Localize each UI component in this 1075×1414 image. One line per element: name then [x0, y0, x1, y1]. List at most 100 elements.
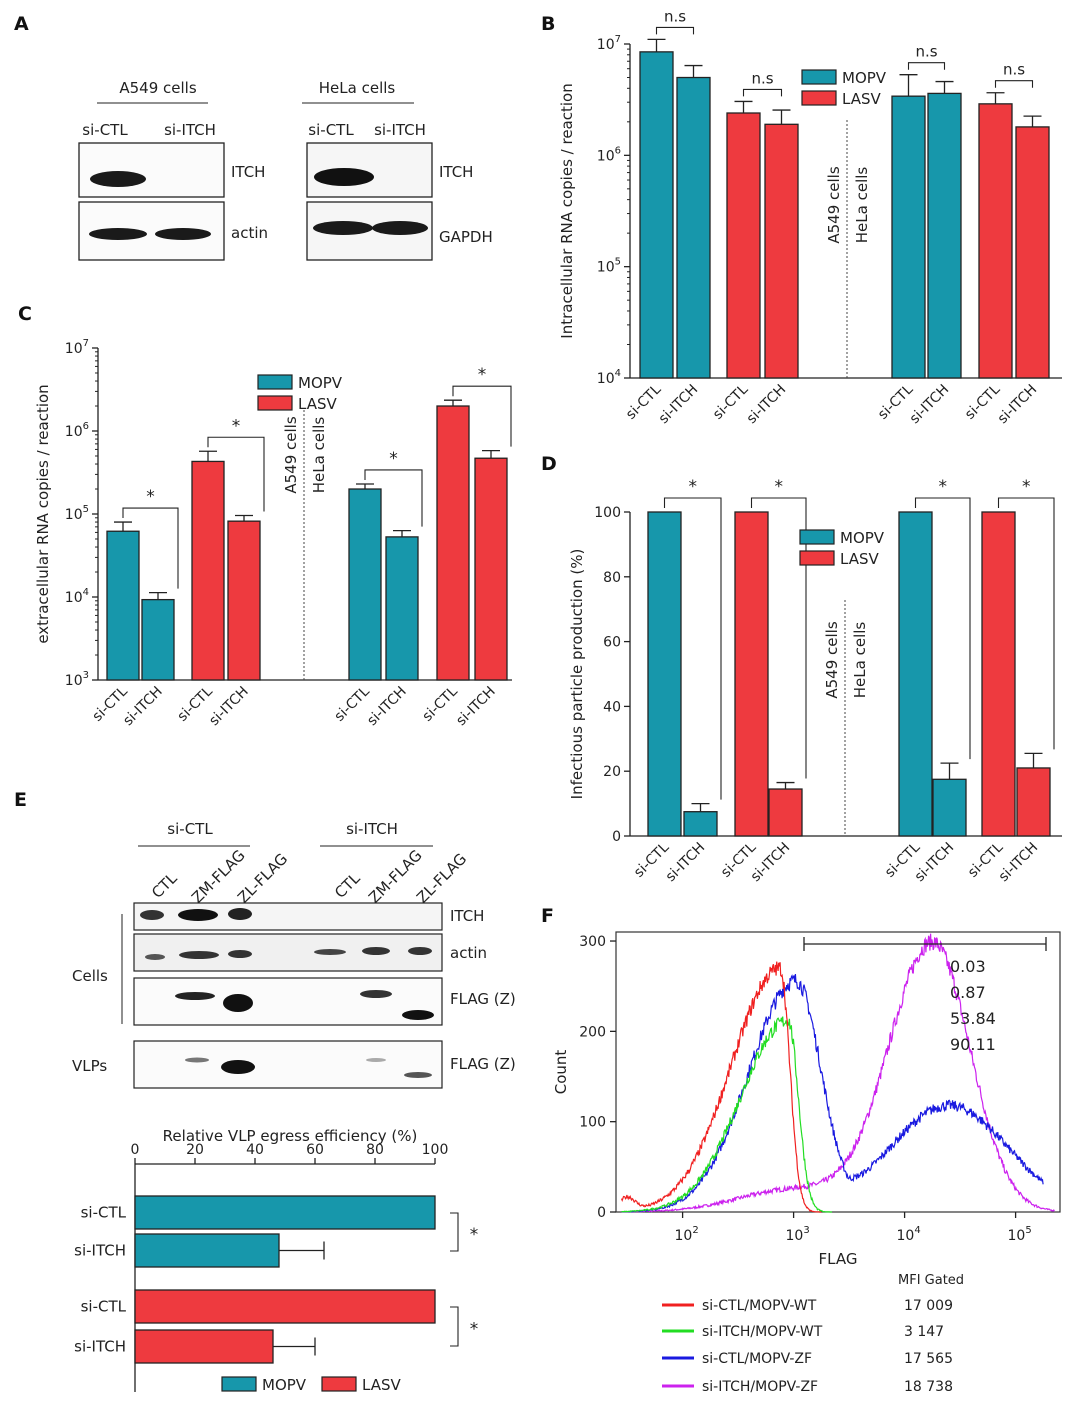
comparison-bracket — [450, 1212, 459, 1252]
panel-c-chart: 103 104 105 106 107 extracellular RNA copies … — [34, 338, 512, 729]
e-bar-label: si-ITCH — [74, 1242, 126, 1260]
cell-label-hela: HeLa cells — [310, 417, 328, 494]
comparison-bracket — [207, 436, 265, 512]
e-lane-4: CTL — [331, 869, 364, 902]
legend-swatch-mopv — [801, 69, 837, 85]
bar-lasv — [474, 457, 508, 681]
bar-lasv — [768, 788, 803, 837]
comparison-label: n.s — [751, 69, 773, 87]
comparison-label: n.s — [664, 7, 686, 25]
comparison-label: * — [389, 449, 398, 469]
comparison-bracket — [452, 385, 512, 447]
bar-lasv — [981, 511, 1016, 837]
bar-lasv — [1015, 126, 1050, 379]
legend-label-lasv: LASV — [842, 90, 881, 108]
bar-lasv — [734, 511, 769, 837]
x-tick-label: si-ITCH — [995, 382, 1041, 428]
bar-lasv — [978, 103, 1013, 379]
e-group-si-itch: si-ITCH — [346, 820, 398, 838]
panel-d-chart: 0 20 40 60 80 100 Infectious particle producti… — [568, 477, 1062, 885]
panel-b-chart: 104 105 106 107 Intracellular RNA copies / r… — [558, 7, 1062, 427]
y-axis-label: extracellular RNA copies / reaction — [34, 384, 52, 643]
panel-letter-c: C — [18, 303, 32, 325]
cell-label-a549: A549 cells — [282, 416, 300, 493]
e-row-itch: ITCH — [450, 907, 484, 925]
cell-label-a549: A549 cells — [823, 621, 841, 698]
comparison-bracket — [907, 62, 946, 70]
bar-mopv — [141, 598, 175, 681]
e-band — [223, 994, 253, 1012]
comparison-bracket — [997, 497, 1055, 750]
y-tick-label: 300 — [579, 934, 606, 950]
y-tick-label: 0 — [597, 1205, 606, 1221]
legend-label-mopv: MOPV — [298, 374, 343, 392]
bar-lasv — [134, 1289, 436, 1324]
y-tick-label: 107 — [65, 338, 89, 357]
legend-label-mopv: MOPV — [842, 69, 887, 87]
x-tick-label: si-ITCH — [206, 684, 252, 730]
panel-e: si-CTL si-ITCH CTL ZM-FLAG ZL-FLAG CTL Z… — [72, 820, 516, 1089]
y-axis-label: Intracellular RNA copies / reaction — [558, 83, 576, 338]
bar-mopv — [932, 778, 967, 837]
comparison-label: * — [478, 365, 487, 385]
mfi-legend-value: 17 565 — [904, 1351, 953, 1367]
y-axis-label: Infectious particle production (%) — [568, 549, 586, 800]
mfi-legend-value: 18 738 — [904, 1379, 953, 1395]
bar-mopv — [927, 92, 962, 379]
x-tick-label: si-ITCH — [996, 840, 1042, 886]
x-tick-label: 40 — [246, 1142, 264, 1158]
e-band — [185, 1057, 209, 1063]
x-tick-label: si-ITCH — [120, 684, 166, 730]
e-band — [140, 910, 164, 920]
blot-a549-row-itch: ITCH — [231, 163, 265, 181]
histogram-si-ctl-mopv-zf — [621, 973, 1044, 1213]
y-tick-label: 100 — [579, 1115, 606, 1131]
mfi-legend-name: si-CTL/MOPV-WT — [702, 1298, 817, 1314]
y-tick-label: 100 — [594, 505, 621, 521]
legend-label-mopv: MOPV — [262, 1376, 307, 1394]
y-tick-label: 105 — [597, 257, 621, 276]
comparison-label: * — [689, 477, 698, 497]
comparison-label: * — [146, 487, 155, 507]
e-bar-label: si-CTL — [81, 1204, 127, 1222]
e-band — [228, 908, 252, 920]
comparison-bracket — [122, 507, 179, 589]
panel-letter-a: A — [14, 13, 29, 35]
mfi-legend-value: 3 147 — [904, 1324, 944, 1340]
mfi-legend-name: si-CTL/MOPV-ZF — [702, 1351, 812, 1367]
x-tick-label: 104 — [896, 1225, 920, 1244]
e-band — [178, 909, 218, 921]
x-tick-label: si-ITCH — [907, 382, 953, 428]
e-chart-title: Relative VLP egress efficiency (%) — [163, 1127, 418, 1145]
gate-percentage: 0.87 — [950, 983, 986, 1002]
comparison-label: n.s — [915, 43, 937, 61]
comparison-bracket — [450, 1306, 459, 1347]
panel-a: A549 cells si-CTL si-ITCH ITCH actin HeL… — [78, 79, 493, 261]
bar-lasv — [764, 123, 799, 379]
histogram-si-itch-mopv-wt — [621, 1016, 832, 1213]
legend-swatch-lasv — [801, 90, 837, 106]
y-tick-label: 104 — [65, 587, 89, 606]
e-blot-flag-cells — [133, 977, 443, 1026]
panel-letter-b: B — [541, 13, 555, 35]
e-bar-label: si-CTL — [81, 1298, 127, 1316]
panel-e-chart: Relative VLP egress efficiency (%) 0 20 40 6… — [74, 1127, 478, 1394]
comparison-bracket — [742, 88, 783, 97]
comparison-label: * — [470, 1320, 479, 1340]
y-tick-label: 60 — [603, 635, 621, 651]
e-band — [362, 947, 390, 955]
x-tick-label: 100 — [422, 1142, 449, 1158]
e-row-flag-vlps: FLAG (Z) — [450, 1055, 516, 1073]
blot-a549-itch-frame — [78, 142, 225, 198]
blot-hela-row-itch: ITCH — [439, 163, 473, 181]
band-hela-itch-ctl — [314, 168, 374, 186]
legend-label-lasv: LASV — [298, 395, 337, 413]
e-band — [175, 992, 215, 1000]
legend-label-mopv: MOPV — [840, 529, 885, 547]
comparison-label: * — [1022, 477, 1031, 497]
e-band — [314, 949, 346, 955]
band-hela-gapdh-ctl — [313, 221, 373, 235]
blot-a549-lane-2: si-ITCH — [164, 121, 216, 139]
e-band — [179, 951, 219, 959]
